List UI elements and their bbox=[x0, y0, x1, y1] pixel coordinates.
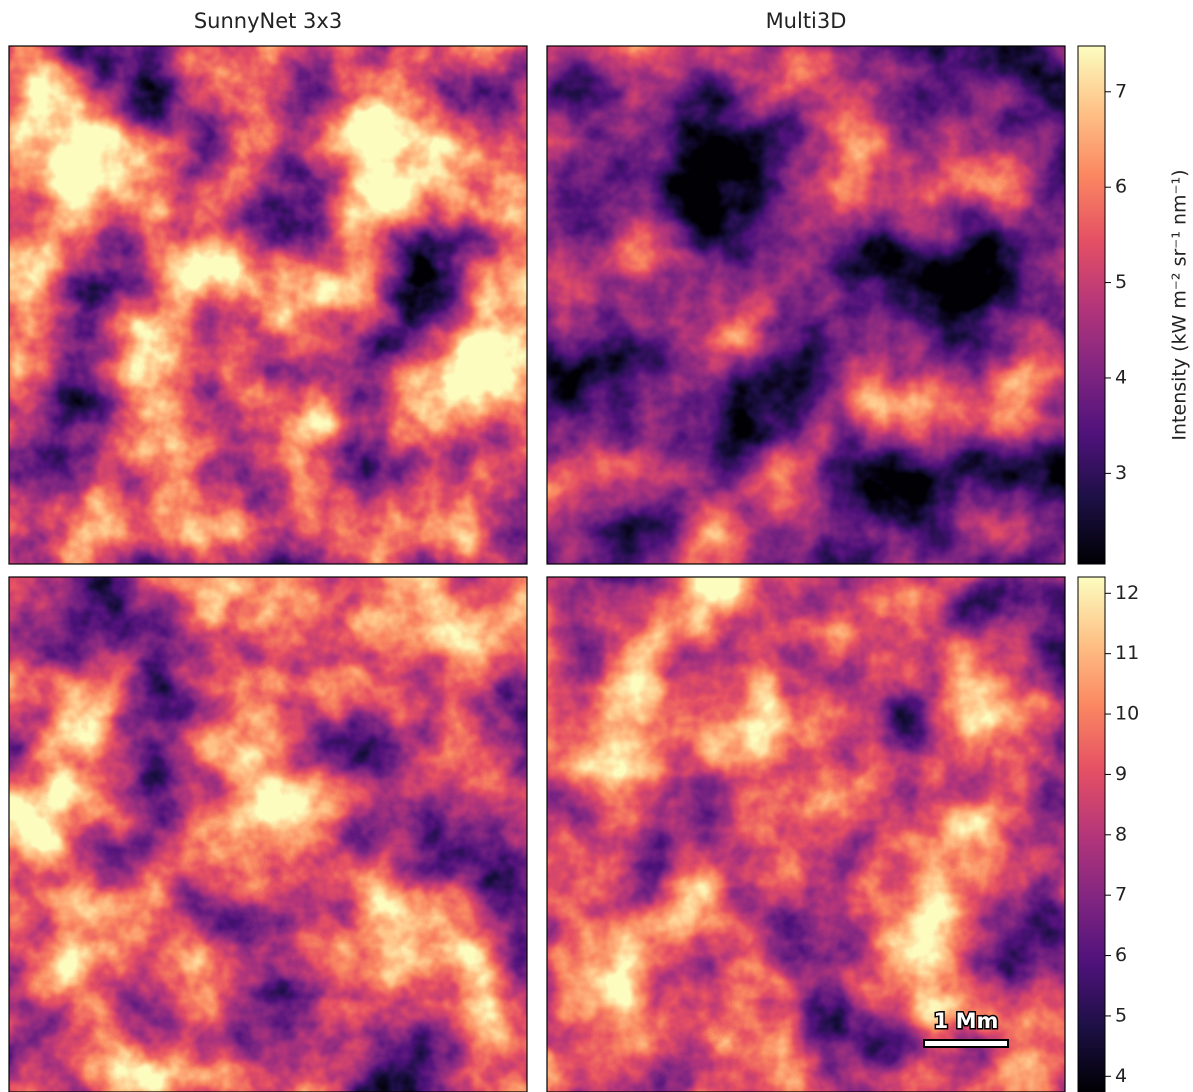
tick-label: 4 bbox=[1115, 366, 1127, 388]
tick-label: 6 bbox=[1115, 944, 1127, 966]
tick-label: 6 bbox=[1115, 176, 1127, 198]
intensity-map bbox=[9, 46, 527, 564]
intensity-map bbox=[547, 577, 1065, 1092]
colorbar-label: Intensity (kW m⁻² sr⁻¹ nm⁻¹) bbox=[1169, 169, 1191, 440]
scale-label: 1 Mm bbox=[934, 1009, 999, 1033]
tick-label: 7 bbox=[1115, 884, 1127, 906]
tick-label: 5 bbox=[1115, 1004, 1127, 1026]
colorbar bbox=[1077, 45, 1106, 565]
intensity-map bbox=[9, 577, 527, 1092]
tick-label: 9 bbox=[1115, 763, 1127, 785]
intensity-map bbox=[547, 46, 1065, 564]
column-title: Multi3D bbox=[766, 9, 847, 33]
tick-label: 4 bbox=[1115, 1065, 1127, 1087]
tick-label: 5 bbox=[1115, 271, 1127, 293]
tick-label: 10 bbox=[1115, 703, 1139, 725]
tick-label: 8 bbox=[1115, 823, 1127, 845]
panel-frame bbox=[546, 45, 1066, 565]
column-title: SunnyNet 3x3 bbox=[194, 9, 342, 33]
panel-frame bbox=[546, 576, 1066, 1092]
tick-label: 3 bbox=[1115, 462, 1127, 484]
panel-frame bbox=[8, 576, 528, 1092]
tick-label: 12 bbox=[1115, 582, 1139, 604]
scale-bar bbox=[923, 1039, 1009, 1048]
panel-frame bbox=[8, 45, 528, 565]
tick-label: 11 bbox=[1115, 642, 1139, 664]
tick-label: 7 bbox=[1115, 80, 1127, 102]
colorbar bbox=[1077, 576, 1106, 1092]
